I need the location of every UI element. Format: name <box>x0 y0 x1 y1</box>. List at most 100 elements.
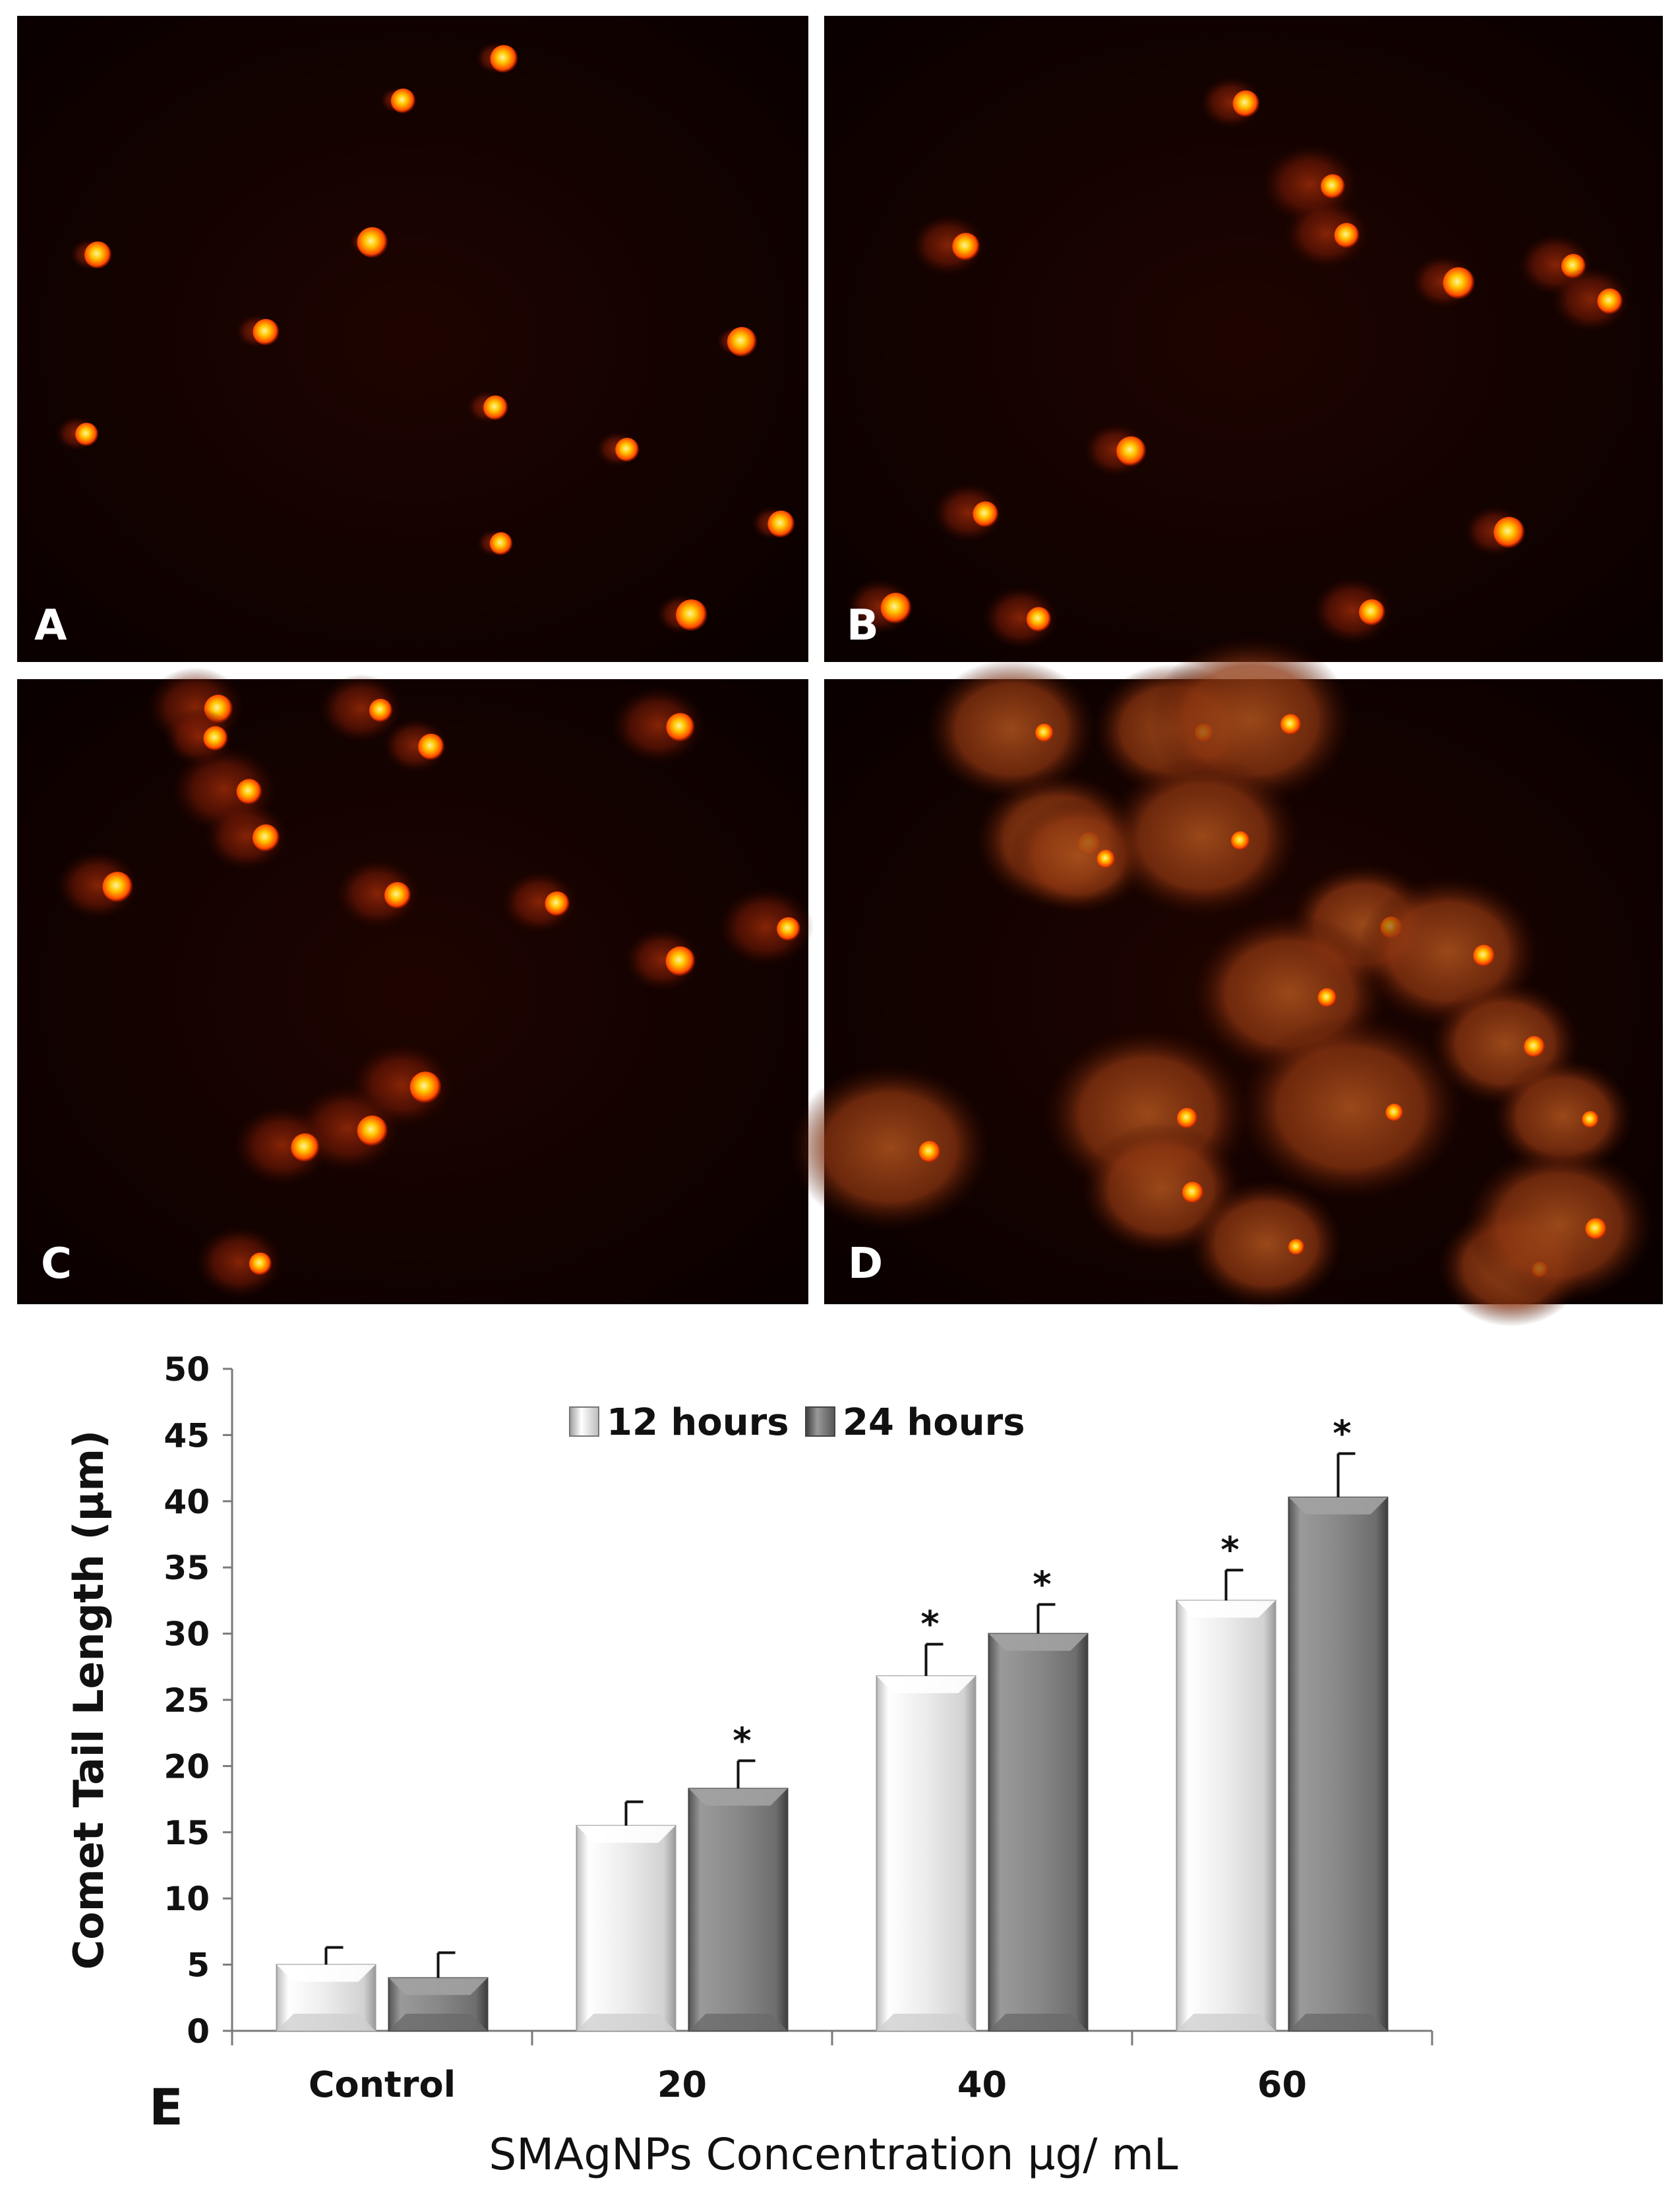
panel-d-cells <box>790 636 1654 1327</box>
comet-head <box>1385 1103 1404 1122</box>
comet-head <box>418 733 444 760</box>
bars <box>276 1496 1389 2032</box>
comet-tail <box>319 674 403 743</box>
comet-tail <box>1105 756 1300 917</box>
bar-12h <box>576 1824 676 2031</box>
comet-tail <box>1311 576 1394 644</box>
bar-24h <box>688 1788 789 2031</box>
comet-tail <box>1284 198 1369 268</box>
x-ticks: Control 20 40 60 <box>231 2031 1433 2105</box>
comet-tail <box>195 1226 284 1298</box>
panel-c-label: C <box>41 1240 72 1288</box>
legend-label-12-hours: 12 hours <box>607 1401 789 1444</box>
comet-head <box>1443 267 1475 299</box>
comet-head <box>203 726 228 751</box>
bar-bottom-bevel <box>988 2014 1088 2031</box>
error-bars <box>324 1452 1356 1978</box>
comet-head <box>483 395 508 421</box>
comet-head <box>727 327 757 357</box>
micrograph-panel-b: B <box>824 16 1663 662</box>
legend-item-12-hours: 12 hours <box>569 1401 789 1444</box>
y-tick-label: 50 <box>164 1350 210 1389</box>
comet-tail <box>611 686 705 764</box>
comet-head <box>1473 944 1495 967</box>
bar-24h <box>1288 1496 1389 2031</box>
comet-head <box>665 946 696 977</box>
bar-24h <box>988 1633 1089 2032</box>
bar-bottom-bevel <box>576 2014 676 2031</box>
comet-head <box>1280 713 1302 735</box>
comet-tail <box>926 659 1096 799</box>
significance-star: * <box>1033 1563 1051 1605</box>
panel-a-label: A <box>34 601 67 650</box>
comet-tail <box>717 887 814 967</box>
legend: 12 hours 24 hours <box>569 1401 1025 1444</box>
comet-head <box>1177 1108 1198 1129</box>
comet-head <box>1493 517 1525 548</box>
panel-e-label: E <box>149 2078 183 2136</box>
bar-bottom-bevel <box>1176 2014 1276 2031</box>
comet-head <box>253 318 280 346</box>
y-tick-label: 35 <box>164 1549 210 1587</box>
comet-head <box>102 872 133 902</box>
bar-top-bevel <box>1176 1600 1276 1618</box>
panel-b-cells <box>846 76 1631 649</box>
comet-head <box>973 501 999 527</box>
comet-head <box>1524 1036 1545 1058</box>
bar-top-bevel <box>388 1977 488 1995</box>
panel-a-cells <box>55 42 795 634</box>
panel-a-background <box>17 16 808 662</box>
x-tick-label: Control <box>309 2064 456 2105</box>
bar-top-bevel <box>988 1633 1088 1651</box>
comet-tail <box>932 483 1005 543</box>
comet-head <box>767 510 795 538</box>
comet-head <box>615 438 640 462</box>
comet-head <box>1334 223 1360 248</box>
comet-head <box>489 532 513 555</box>
significance-markers: * * * * * <box>733 1413 1351 1762</box>
comet-head <box>1597 288 1623 315</box>
bar-bottom-bevel <box>1288 2014 1388 2031</box>
comet-head <box>777 917 800 941</box>
comet-tail <box>336 859 419 928</box>
comet-head <box>390 88 416 113</box>
comet-head <box>1321 174 1345 198</box>
comet-head <box>676 599 707 631</box>
bar-top-bevel <box>276 1964 376 1982</box>
bar-12h <box>876 1675 976 2031</box>
significance-star: * <box>1220 1529 1239 1571</box>
comet-tail <box>790 1064 991 1230</box>
x-tick-label: 40 <box>957 2064 1007 2105</box>
bar-top-bevel <box>576 1825 676 1843</box>
bar-bottom-bevel <box>276 2014 376 2031</box>
comet-head <box>1182 1182 1204 1203</box>
y-tick-label: 45 <box>164 1416 210 1455</box>
panel-c-cells <box>56 667 814 1298</box>
y-tick-label: 15 <box>164 1814 210 1852</box>
panel-b-label: B <box>847 601 879 650</box>
comet-head <box>952 233 980 260</box>
x-tick-label: 20 <box>657 2064 707 2105</box>
comet-head <box>409 1071 442 1103</box>
legend-swatch-24-hours <box>805 1406 835 1437</box>
comet-tail <box>1239 1015 1462 1200</box>
y-tick-label: 10 <box>164 1880 210 1918</box>
legend-item-24-hours: 24 hours <box>805 1401 1025 1444</box>
bar-top-bevel <box>688 1788 788 1806</box>
bar-top-bevel <box>876 1675 976 1693</box>
comet-tail <box>234 1106 330 1186</box>
micrograph-panel-c: C <box>17 667 814 1304</box>
comet-tail <box>982 586 1059 649</box>
comet-head <box>249 1252 272 1275</box>
y-tick-label: 25 <box>164 1681 210 1720</box>
comet-tail <box>502 871 577 934</box>
x-axis-title: SMAgNPs Concentration µg/ mL <box>489 2129 1178 2180</box>
comet-tail <box>205 802 288 870</box>
y-tick-label: 0 <box>187 2012 210 2051</box>
y-tick-label: 5 <box>187 1946 210 1985</box>
comet-head <box>1585 1218 1607 1240</box>
comet-head <box>1317 988 1337 1008</box>
bar-bottom-bevel <box>876 2014 976 2031</box>
